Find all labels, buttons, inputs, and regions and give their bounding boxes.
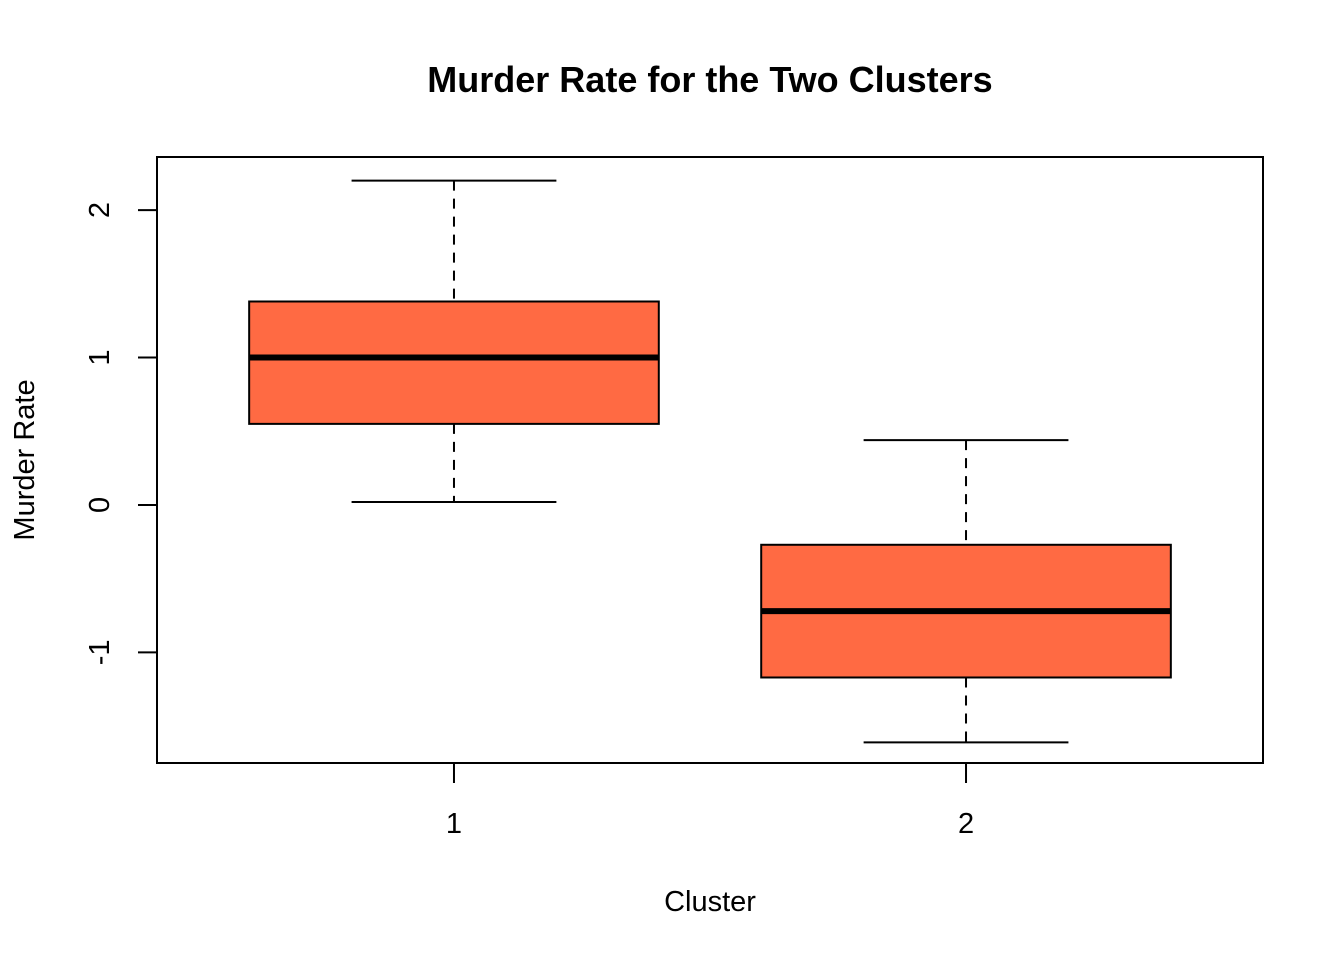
- x-tick-label: 2: [958, 808, 974, 840]
- chart-title: Murder Rate for the Two Clusters: [427, 59, 992, 100]
- box-2: [760, 439, 1172, 744]
- box-series: [248, 179, 1172, 744]
- x-axis-label: Cluster: [664, 886, 756, 918]
- y-tick-label: 2: [84, 202, 116, 218]
- box-iqr: [248, 300, 660, 425]
- y-axis: -1 0 1 2: [84, 202, 158, 666]
- box-1: [248, 179, 660, 504]
- y-axis-label: Murder Rate: [9, 379, 41, 540]
- y-tick-label: 0: [84, 497, 116, 513]
- y-tick-label: 1: [84, 349, 116, 365]
- y-tick-label: -1: [84, 640, 116, 666]
- x-tick-label: 1: [446, 808, 462, 840]
